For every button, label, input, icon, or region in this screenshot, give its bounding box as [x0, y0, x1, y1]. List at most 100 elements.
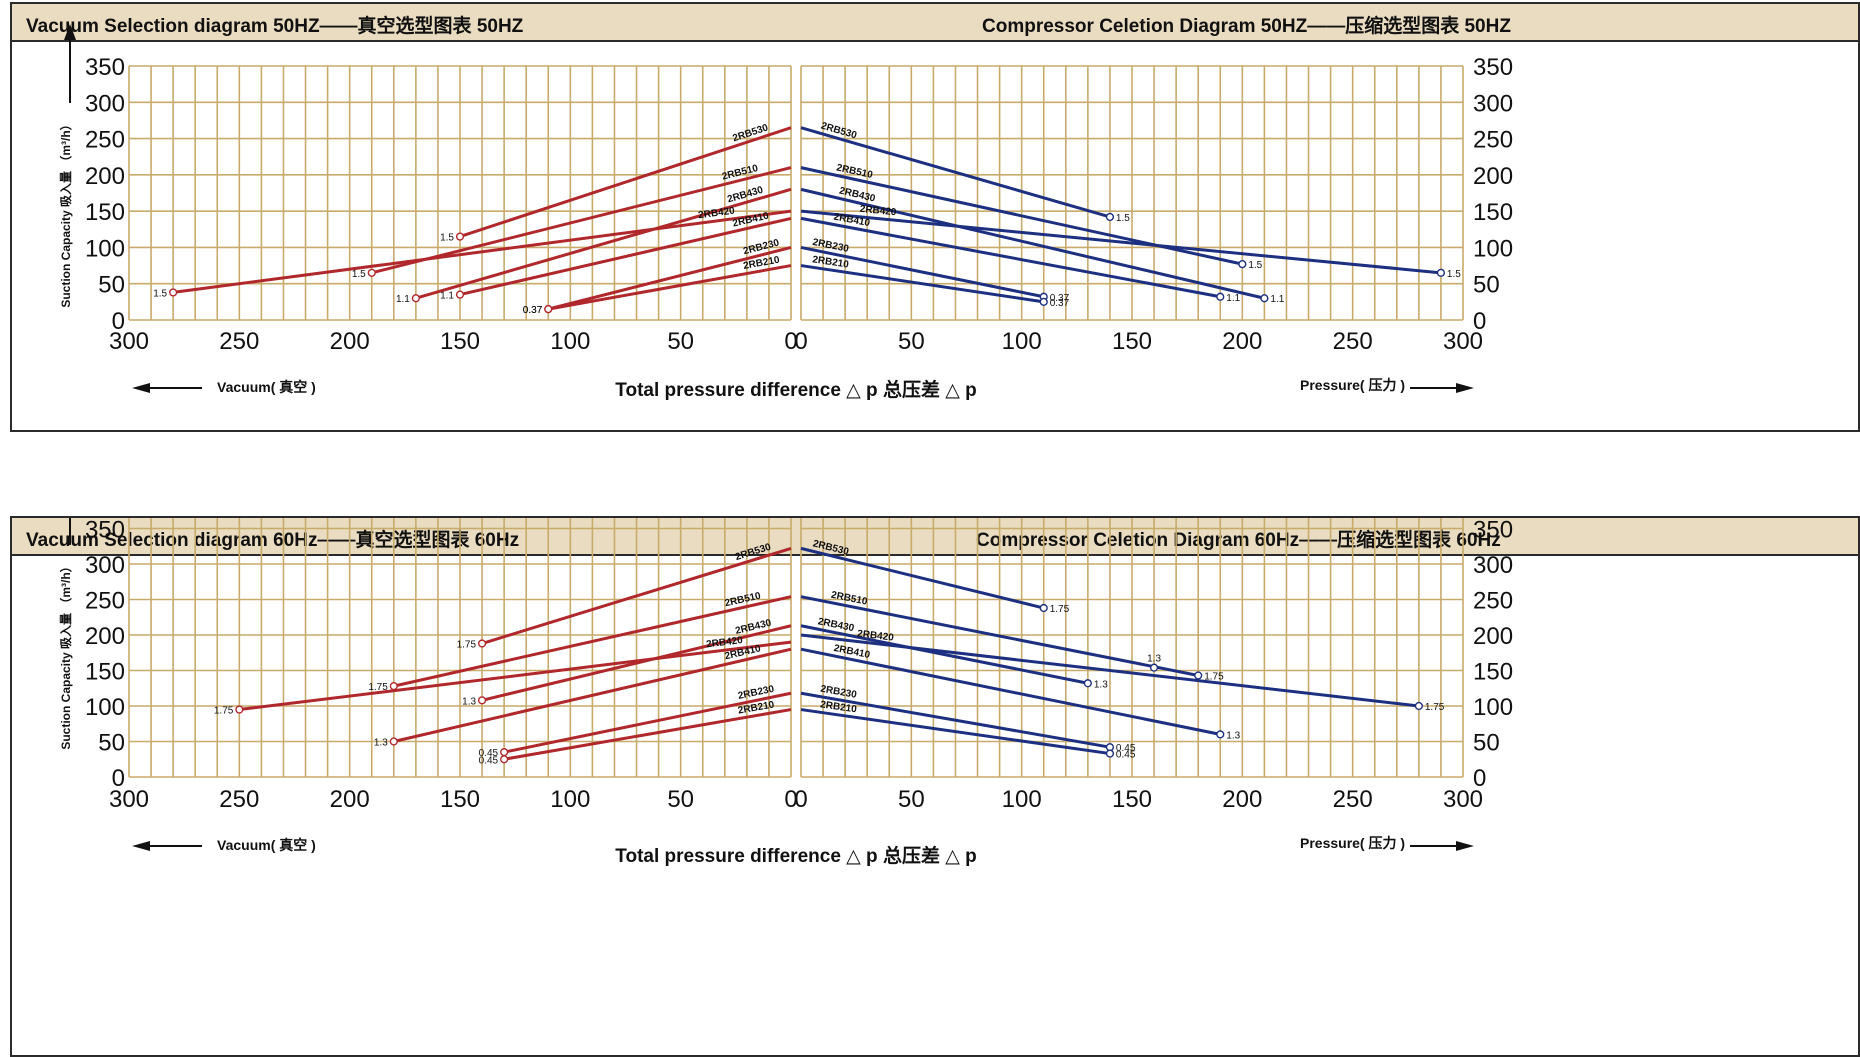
series-line-2rb530	[481, 546, 792, 645]
y-tick-label-left: 0	[112, 308, 125, 335]
series-name-label: 2RB420	[698, 206, 736, 222]
y-tick-label-right: 100	[1473, 694, 1513, 721]
series-endpoint-2rb420	[235, 705, 244, 714]
series-line-2rb430	[800, 187, 1265, 300]
series-line-2rb510	[371, 166, 792, 275]
x-tick-label-left: 150	[440, 328, 480, 355]
y-tick-label-right: 300	[1473, 90, 1513, 117]
series-line-2rb230	[800, 245, 1045, 299]
series-endpoint-2rb430	[477, 696, 487, 705]
series-line-2rb420	[800, 633, 1420, 708]
series-endpoint-2rb430	[411, 294, 420, 303]
vacuum-arrow-head	[132, 383, 150, 393]
series-name-label: 2RB210	[819, 699, 857, 715]
x-tick-label-left: 50	[667, 328, 694, 355]
y-tick-label-left: 150	[85, 659, 125, 686]
y-tick-label-left: 250	[85, 127, 125, 154]
series-line-2rb210	[800, 264, 1044, 304]
y-tick-label-right: 0	[1473, 308, 1486, 335]
series-endpoint-2rb420	[169, 288, 178, 297]
annotation-point	[1149, 663, 1159, 672]
y-tick-label-right: 50	[1473, 272, 1500, 299]
x-tick-label-left: 200	[330, 786, 370, 813]
y-tick-label-right: 250	[1473, 588, 1513, 615]
x-tick-label-left: 300	[109, 786, 149, 813]
y-tick-label-right: 200	[1473, 163, 1513, 190]
pressure-arrow-head	[1456, 383, 1474, 393]
series-line-2rb210	[800, 708, 1111, 756]
series-end-label: 1.5	[440, 233, 454, 244]
series-line-2rb430	[481, 624, 792, 702]
series-endpoint-2rb530	[1039, 603, 1048, 613]
series-end-label: 0.37	[1050, 293, 1070, 304]
x-tick-label-right: 100	[1002, 328, 1042, 355]
series-line-2rb430	[415, 187, 792, 300]
series-end-label: 1.3	[1094, 679, 1108, 690]
pressure-arrow-label: Pressure( 压力 )	[1300, 835, 1405, 851]
series-endpoint-2rb510	[1194, 671, 1203, 680]
series-endpoint-2rb420	[1436, 268, 1446, 277]
compressor-title-60hz: Compressor Celetion Diagram 60Hz——压缩选型图表…	[976, 530, 1501, 551]
series-endpoint-2rb210	[1105, 749, 1115, 758]
series-end-label: 1.75	[368, 682, 388, 693]
y-tick-label-left: 200	[85, 623, 125, 650]
x-tick-label-left: 300	[109, 328, 149, 355]
series-end-label: 1.75	[1050, 604, 1070, 615]
x-tick-label-right: 250	[1333, 786, 1373, 813]
annotation-label: 1.3	[1147, 654, 1161, 665]
series-line-2rb410	[459, 216, 792, 297]
vacuum-title-60hz: Vacuum Selection diagram 60Hz——真空选型图表 60…	[26, 530, 520, 551]
series-line-2rb530	[800, 126, 1111, 219]
series-endpoint-2rb510	[1238, 260, 1247, 269]
series-end-label: 1.75	[457, 640, 477, 651]
x-axis-label: Total pressure difference △ p 总压差 △ p	[615, 378, 976, 401]
series-end-label: 1.75	[1425, 702, 1445, 713]
x-tick-label-right: 150	[1112, 328, 1152, 355]
series-end-label: 1.3	[1226, 730, 1240, 741]
x-tick-label-left: 100	[550, 328, 590, 355]
x-tick-label-right: 0	[794, 328, 807, 355]
x-tick-label-right: 50	[898, 328, 925, 355]
series-line-2rb230	[800, 691, 1111, 749]
series-end-label: 0.45	[1116, 743, 1136, 754]
series-line-2rb230	[503, 691, 792, 754]
series-endpoint-2rb420	[1414, 701, 1423, 711]
series-endpoint-2rb510	[367, 268, 376, 277]
x-tick-label-left: 100	[550, 786, 590, 813]
x-tick-label-right: 300	[1443, 328, 1483, 355]
x-tick-label-right: 250	[1333, 328, 1373, 355]
panel-50hz: Vacuum Selection diagram 50HZ——真空选型图表 50…	[10, 2, 1860, 432]
pressure-arrow-label: Pressure( 压力 )	[1300, 377, 1405, 393]
series-end-label: 1.5	[1248, 260, 1262, 271]
x-tick-label-right: 150	[1112, 786, 1152, 813]
series-endpoint-2rb230	[500, 748, 509, 757]
y-tick-label-right: 200	[1473, 623, 1513, 650]
y-tick-label-right: 350	[1473, 54, 1513, 81]
series-end-label: 0.37	[523, 305, 543, 316]
y-tick-label-left: 250	[85, 588, 125, 615]
series-end-label: 1.5	[352, 269, 366, 280]
pressure-arrow-head	[1456, 841, 1474, 851]
series-endpoint-2rb530	[477, 639, 487, 648]
y-tick-label-left: 200	[85, 163, 125, 190]
series-line-2rb510	[393, 595, 792, 688]
series-line-2rb410	[393, 647, 792, 743]
series-endpoint-2rb430	[1260, 294, 1269, 303]
panel-60hz: Vacuum Selection diagram 60Hz——真空选型图表 60…	[10, 516, 1860, 1057]
series-end-label: 1.1	[1226, 293, 1240, 304]
y-tick-label-left: 0	[112, 765, 125, 792]
y-axis-label: Suction Capacity 吸入量 （m³/h）	[58, 560, 73, 749]
series-line-2rb420	[172, 209, 792, 294]
x-axis-label: Total pressure difference △ p 总压差 △ p	[615, 844, 976, 867]
series-line-2rb230	[547, 245, 792, 311]
panel-header-60hz: Vacuum Selection diagram 60Hz——真空选型图表 60…	[12, 518, 1858, 556]
series-name-label: 2RB420	[706, 635, 744, 650]
x-tick-label-left: 250	[219, 328, 259, 355]
series-endpoint-2rb530	[1105, 212, 1115, 222]
y-axis-label: Suction Capacity 吸入量 （m³/h）	[58, 118, 73, 307]
series-line-2rb430	[800, 624, 1089, 685]
x-tick-label-left: 50	[667, 786, 694, 813]
panel-header-50hz: Vacuum Selection diagram 50HZ——真空选型图表 50…	[12, 4, 1858, 42]
x-tick-label-left: 150	[440, 786, 480, 813]
vacuum-arrow-head	[132, 841, 150, 851]
